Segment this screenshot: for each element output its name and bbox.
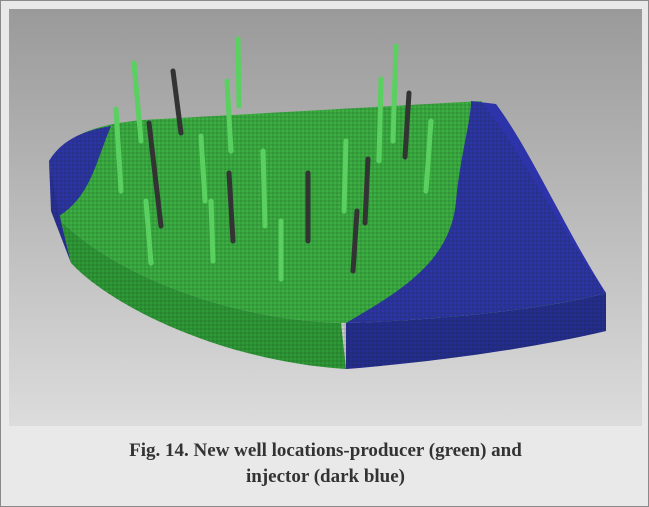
reservoir-image xyxy=(9,9,642,426)
caption-line: injector (dark blue) xyxy=(9,464,642,490)
figure: Fig. 14. New well locations-producer (gr… xyxy=(0,0,649,507)
caption: Fig. 14. New well locations-producer (gr… xyxy=(9,429,642,499)
caption-line: Fig. 14. New well locations-producer (gr… xyxy=(9,438,642,464)
